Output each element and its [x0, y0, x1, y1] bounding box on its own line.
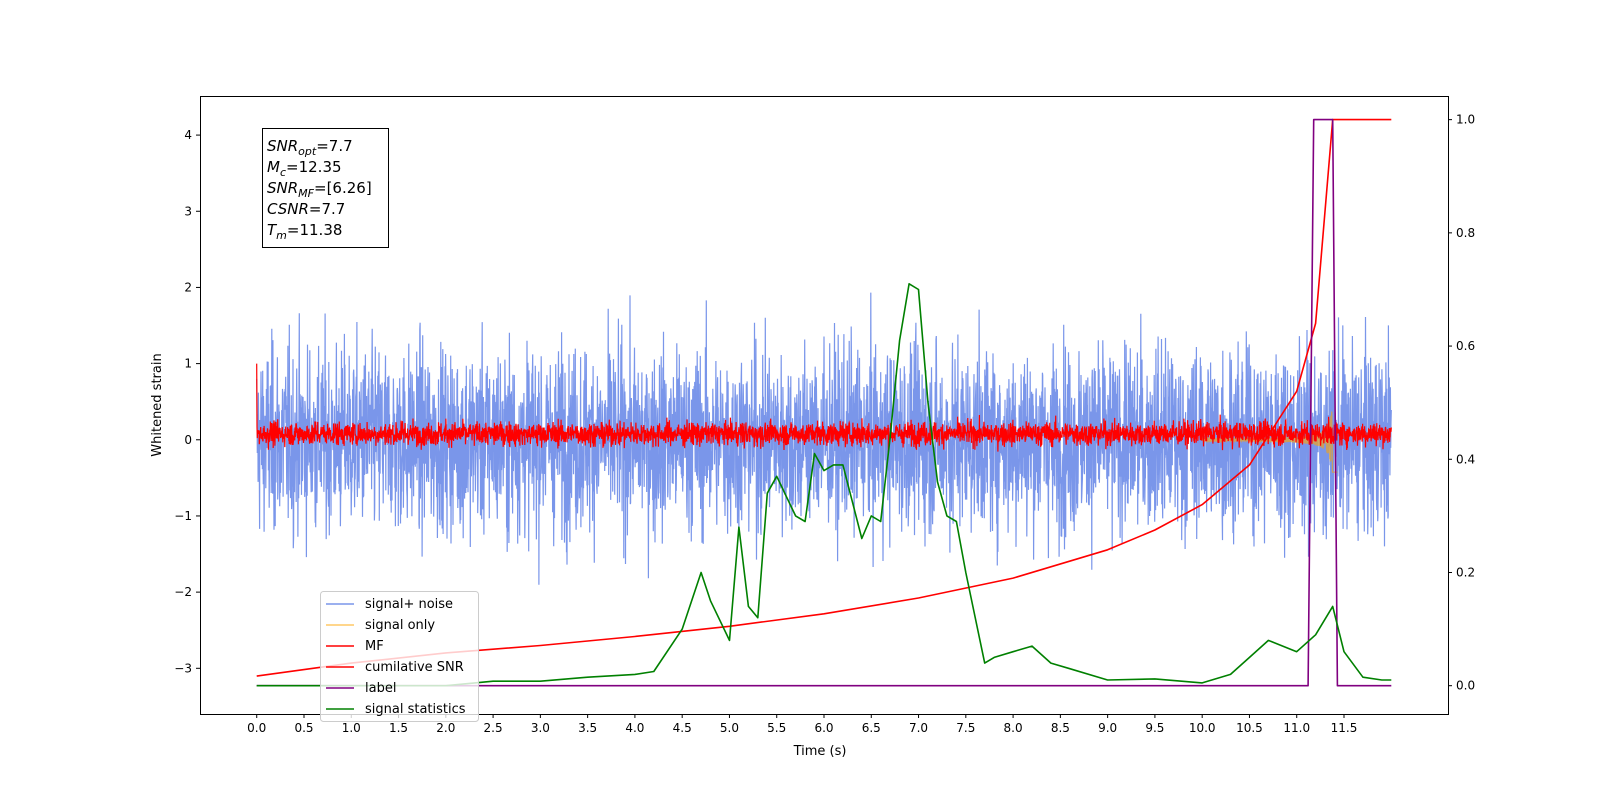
x-tick-label: 7.0	[909, 721, 928, 735]
y2-tick-label: 0.6	[1456, 339, 1475, 353]
x-tick-label: 2.0	[436, 721, 455, 735]
x-tick-label: 9.0	[1098, 721, 1117, 735]
y-tick-label: 1	[184, 357, 192, 371]
y-tick-label: 3	[184, 204, 192, 218]
y2-tick-label: 1.0	[1456, 113, 1475, 127]
x-tick-label: 2.5	[484, 721, 503, 735]
y2-tick-label: 0.0	[1456, 679, 1475, 693]
series-mf	[256, 363, 1392, 453]
x-tick-label: 4.0	[625, 721, 644, 735]
annotation-line: SNRopt=7.7	[267, 137, 353, 158]
y-tick-label: −2	[174, 585, 192, 599]
annotation-frame	[262, 128, 389, 248]
x-axis-label: Time (s)	[793, 744, 847, 759]
x-tick-label: 0.5	[294, 721, 313, 735]
x-tick-label: 6.0	[814, 721, 833, 735]
x-axis: 0.0 0.5 1.0 1.5 2.0 2.5 3.0 3.5 4.0 4.5 5.0 5.5 6.0 6…	[247, 714, 1357, 735]
x-tick-label: 7.5	[956, 721, 975, 735]
legend: signal+ noise signal only MF cumilative SNR…	[320, 591, 479, 722]
annotation-line: SNRMF=[6.26]	[267, 179, 372, 200]
legend-label: signal+ noise	[365, 597, 453, 612]
x-tick-label: 11.5	[1331, 721, 1358, 735]
y-tick-label: 4	[184, 128, 192, 142]
x-tick-label: 4.5	[673, 721, 692, 735]
x-tick-label: 3.0	[531, 721, 550, 735]
x-tick-label: 10.5	[1236, 721, 1263, 735]
legend-label: MF	[365, 639, 384, 654]
y-axis-left: −3 −2 −1 0 1 2 3 4	[174, 128, 200, 675]
series-signal-statistics	[256, 283, 1392, 687]
annotation-line: CSNR=7.7	[267, 200, 345, 218]
legend-label: label	[365, 681, 396, 696]
y-tick-label: −3	[174, 661, 192, 675]
x-tick-label: 8.0	[1004, 721, 1023, 735]
x-tick-label: 6.5	[862, 721, 881, 735]
x-tick-label: 0.0	[247, 721, 266, 735]
y-tick-label: 2	[184, 280, 192, 294]
x-tick-label: 5.0	[720, 721, 739, 735]
legend-frame	[320, 591, 479, 722]
legend-label: signal only	[365, 618, 435, 633]
x-tick-label: 3.5	[578, 721, 597, 735]
y-axis-right: 0.0 0.2 0.4 0.6 0.8 1.0	[1448, 113, 1475, 693]
annotation-line: Tm=11.38	[267, 221, 342, 242]
y2-tick-label: 0.8	[1456, 226, 1475, 240]
y-tick-label: 0	[184, 433, 192, 447]
legend-label: signal statistics	[365, 702, 466, 717]
y2-tick-label: 0.2	[1456, 565, 1475, 579]
y-axis-label: Whitened strain	[150, 353, 165, 456]
plot-series	[256, 118, 1392, 687]
annotation-line: Mc=12.35	[267, 158, 342, 179]
series-label	[256, 118, 1392, 687]
x-tick-label: 11.0	[1283, 721, 1310, 735]
y-tick-label: −1	[174, 509, 192, 523]
x-tick-label: 1.5	[389, 721, 408, 735]
x-tick-label: 1.0	[342, 721, 361, 735]
x-tick-label: 10.0	[1189, 721, 1216, 735]
x-tick-label: 8.5	[1051, 721, 1070, 735]
y2-tick-label: 0.4	[1456, 452, 1475, 466]
x-tick-label: 9.5	[1145, 721, 1164, 735]
x-tick-label: 5.5	[767, 721, 786, 735]
series-cumulative-snr	[256, 118, 1392, 677]
legend-label: cumilative SNR	[365, 660, 464, 675]
